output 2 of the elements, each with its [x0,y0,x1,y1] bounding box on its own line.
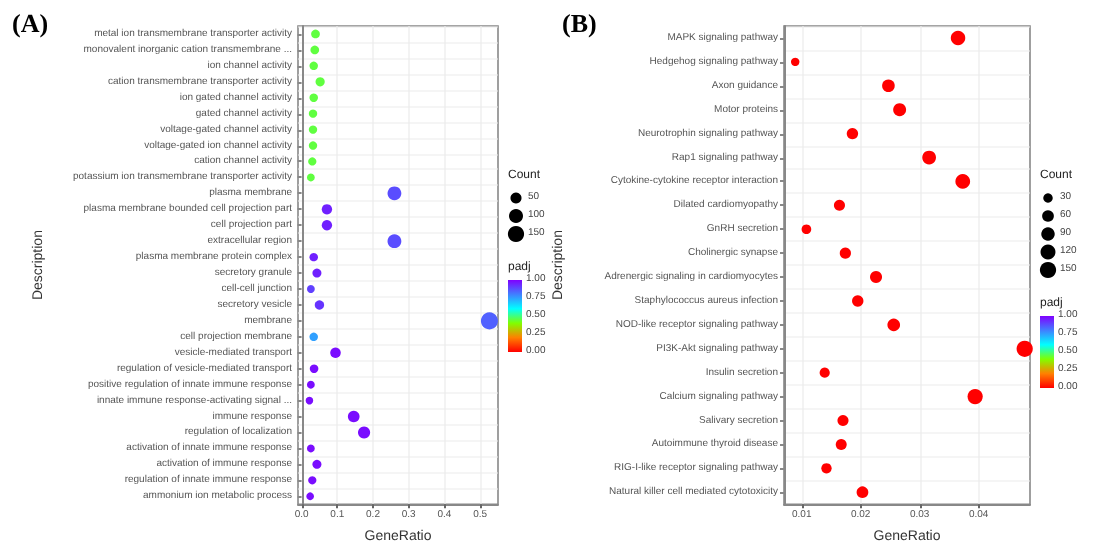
text: (A) [12,8,49,38]
chart-title: (B) [562,8,597,38]
